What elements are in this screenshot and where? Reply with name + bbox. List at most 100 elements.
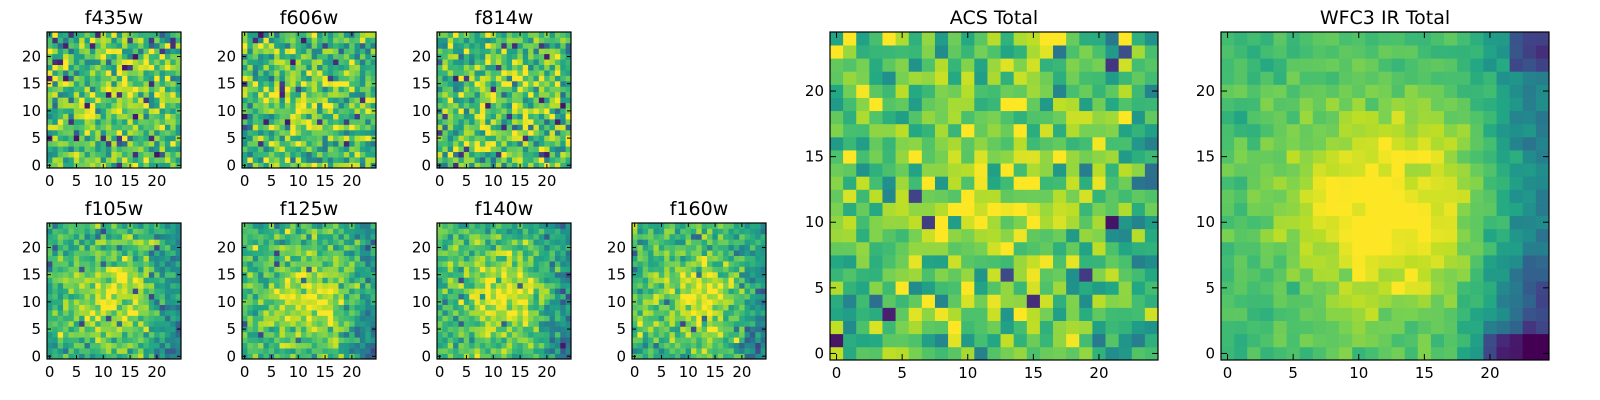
heatmap-cell [247, 140, 254, 147]
heatmap-cell [159, 91, 166, 98]
heatmap-cell [1079, 241, 1093, 256]
heatmap-cell [111, 228, 118, 235]
heatmap-cell [463, 108, 470, 114]
heatmap-cell [95, 162, 101, 169]
heatmap-cell [73, 239, 80, 246]
heatmap-cell [295, 326, 302, 333]
heatmap-cell [138, 293, 144, 300]
heatmap-cell [447, 326, 454, 333]
heatmap-cell [154, 48, 160, 55]
heatmap-cell [1013, 215, 1028, 230]
heatmap-cell [143, 70, 150, 76]
heatmap-cell [447, 288, 454, 295]
heatmap-cell [63, 288, 69, 295]
heatmap-cell [365, 140, 371, 147]
heatmap-cell [57, 37, 64, 44]
heatmap-cell [89, 140, 96, 147]
heatmap-cell [538, 151, 545, 158]
heatmap-cell [89, 124, 96, 131]
heatmap-cell [632, 228, 638, 235]
heatmap-cell [159, 70, 166, 76]
heatmap-cell [279, 48, 286, 55]
heatmap-cell [100, 37, 107, 44]
heatmap-cell [116, 320, 123, 327]
heatmap-cell [1039, 241, 1054, 256]
heatmap-cell [170, 108, 176, 114]
heatmap-cell [479, 37, 486, 44]
heatmap-cell [739, 261, 745, 267]
heatmap-cell [948, 294, 962, 308]
heatmap-cell [105, 157, 112, 163]
heatmap-cell [63, 244, 69, 251]
heatmap-cell [469, 135, 475, 142]
heatmap-cell [533, 244, 540, 251]
heatmap-cell [84, 331, 91, 338]
heatmap-cell [554, 70, 561, 76]
heatmap-cell [565, 233, 572, 240]
heatmap-cell [485, 97, 491, 104]
heatmap-cell [490, 266, 497, 273]
heatmap-cell [701, 261, 708, 267]
heatmap-cell [349, 53, 355, 60]
heatmap-cell [333, 353, 339, 360]
heatmap-cell [560, 310, 566, 316]
heatmap-cell [138, 326, 144, 333]
heatmap-cell [469, 326, 475, 333]
heatmap-cell [127, 261, 134, 267]
heatmap-cell [300, 119, 307, 125]
heatmap-cell [138, 348, 144, 354]
heatmap-cell [105, 239, 112, 246]
heatmap-cell [554, 162, 561, 169]
heatmap-cell [490, 310, 497, 316]
heatmap-cell [354, 261, 361, 267]
heatmap-cell [365, 162, 371, 169]
heatmap-cell [544, 342, 550, 349]
heatmap-cell [506, 277, 513, 284]
heatmap-cell [116, 223, 123, 229]
heatmap-cell [664, 320, 670, 327]
heatmap-cell [442, 293, 449, 300]
heatmap-cell [170, 282, 176, 289]
heatmap-cell [274, 32, 280, 38]
heatmap-cell [252, 157, 259, 163]
heatmap-cell [116, 255, 123, 262]
heatmap-cell [512, 53, 518, 60]
heatmap-cell [690, 293, 697, 300]
heatmap-cell [105, 75, 112, 82]
heatmap-cell [258, 32, 264, 38]
heatmap-cell [138, 239, 144, 246]
heatmap-cell [512, 353, 518, 360]
heatmap-cell [447, 124, 454, 131]
heatmap-cell [533, 261, 540, 267]
heatmap-cell [458, 304, 465, 311]
heatmap-cell [669, 304, 676, 311]
heatmap-cell [696, 331, 703, 338]
y-tick-label: 10 [22, 102, 41, 120]
heatmap-cell [921, 346, 936, 361]
heatmap-cell [1118, 320, 1133, 335]
heatmap-cell [549, 59, 556, 65]
heatmap-cell [354, 37, 361, 44]
heatmap-cell [105, 42, 112, 49]
heatmap-cell [506, 310, 513, 316]
heatmap-cell [300, 310, 307, 316]
heatmap-cell [560, 348, 566, 354]
heatmap-cell [95, 129, 101, 136]
heatmap-cell [1079, 307, 1093, 321]
heatmap-cell [247, 42, 254, 49]
heatmap-cell [84, 255, 91, 262]
heatmap-cell [685, 310, 692, 316]
heatmap-cell [370, 157, 377, 163]
heatmap-cell [653, 310, 660, 316]
heatmap-cell [89, 228, 96, 235]
heatmap-cell [755, 250, 761, 256]
heatmap-cell [89, 244, 96, 251]
heatmap-cell [458, 239, 465, 246]
heatmap-cell [479, 75, 486, 82]
heatmap-cell [728, 304, 735, 311]
heatmap-cell [170, 304, 176, 311]
heatmap-cell [300, 239, 307, 246]
heatmap-cell [522, 250, 529, 256]
heatmap-cell [707, 233, 713, 240]
heatmap-cell [127, 135, 134, 142]
